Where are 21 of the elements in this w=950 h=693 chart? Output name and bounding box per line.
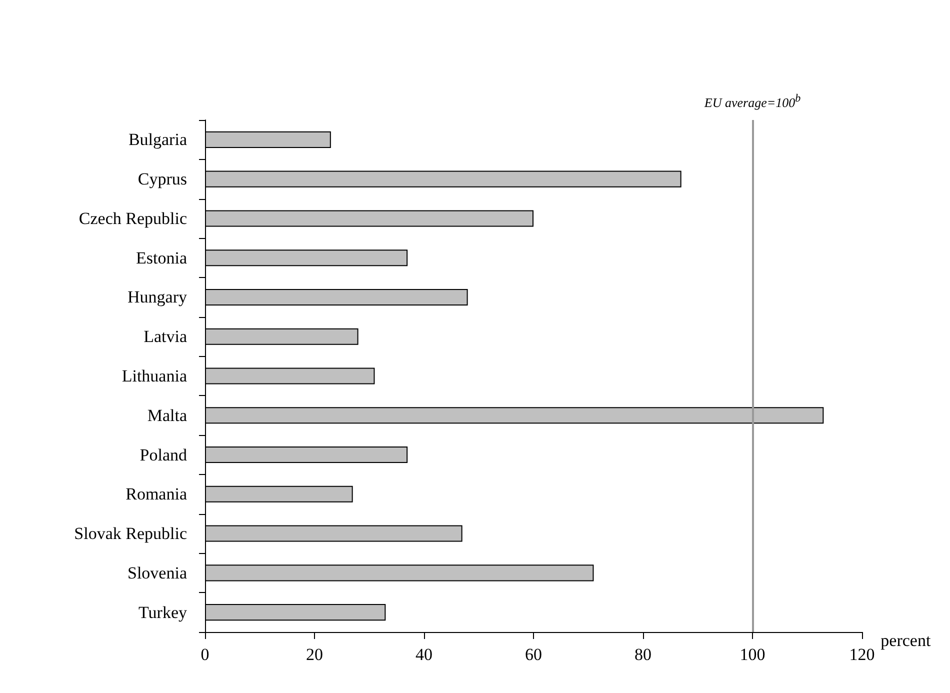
y-tick-label: Latvia	[144, 327, 188, 346]
x-tick-label: 20	[306, 645, 323, 664]
y-tick-label: Slovak Republic	[74, 524, 188, 544]
y-tick-label: Malta	[147, 406, 188, 425]
x-tick-label: 0	[200, 645, 210, 664]
y-tick-label: Turkey	[138, 602, 188, 622]
y-tick-label: Hungary	[128, 288, 188, 307]
y-tick-label: Lithuania	[122, 366, 188, 386]
x-tick-label: 120	[849, 645, 875, 664]
y-tick-label: Slovenia	[128, 563, 188, 582]
y-tick-label: Poland	[140, 445, 188, 464]
y-tick-label: Czech Republic	[78, 208, 188, 228]
y-tick-label: Bulgaria	[128, 130, 188, 150]
x-tick-label: 80	[634, 645, 652, 664]
x-tick-label: 40	[416, 645, 432, 664]
x-tick-label: 100	[740, 645, 766, 664]
x-tick-label: 60	[525, 645, 542, 664]
y-tick-label: Estonia	[136, 248, 188, 268]
y-tick-label: Cyprus	[138, 170, 187, 189]
x-axis-title: percent	[880, 631, 931, 650]
y-tick-label: Romania	[126, 484, 188, 504]
